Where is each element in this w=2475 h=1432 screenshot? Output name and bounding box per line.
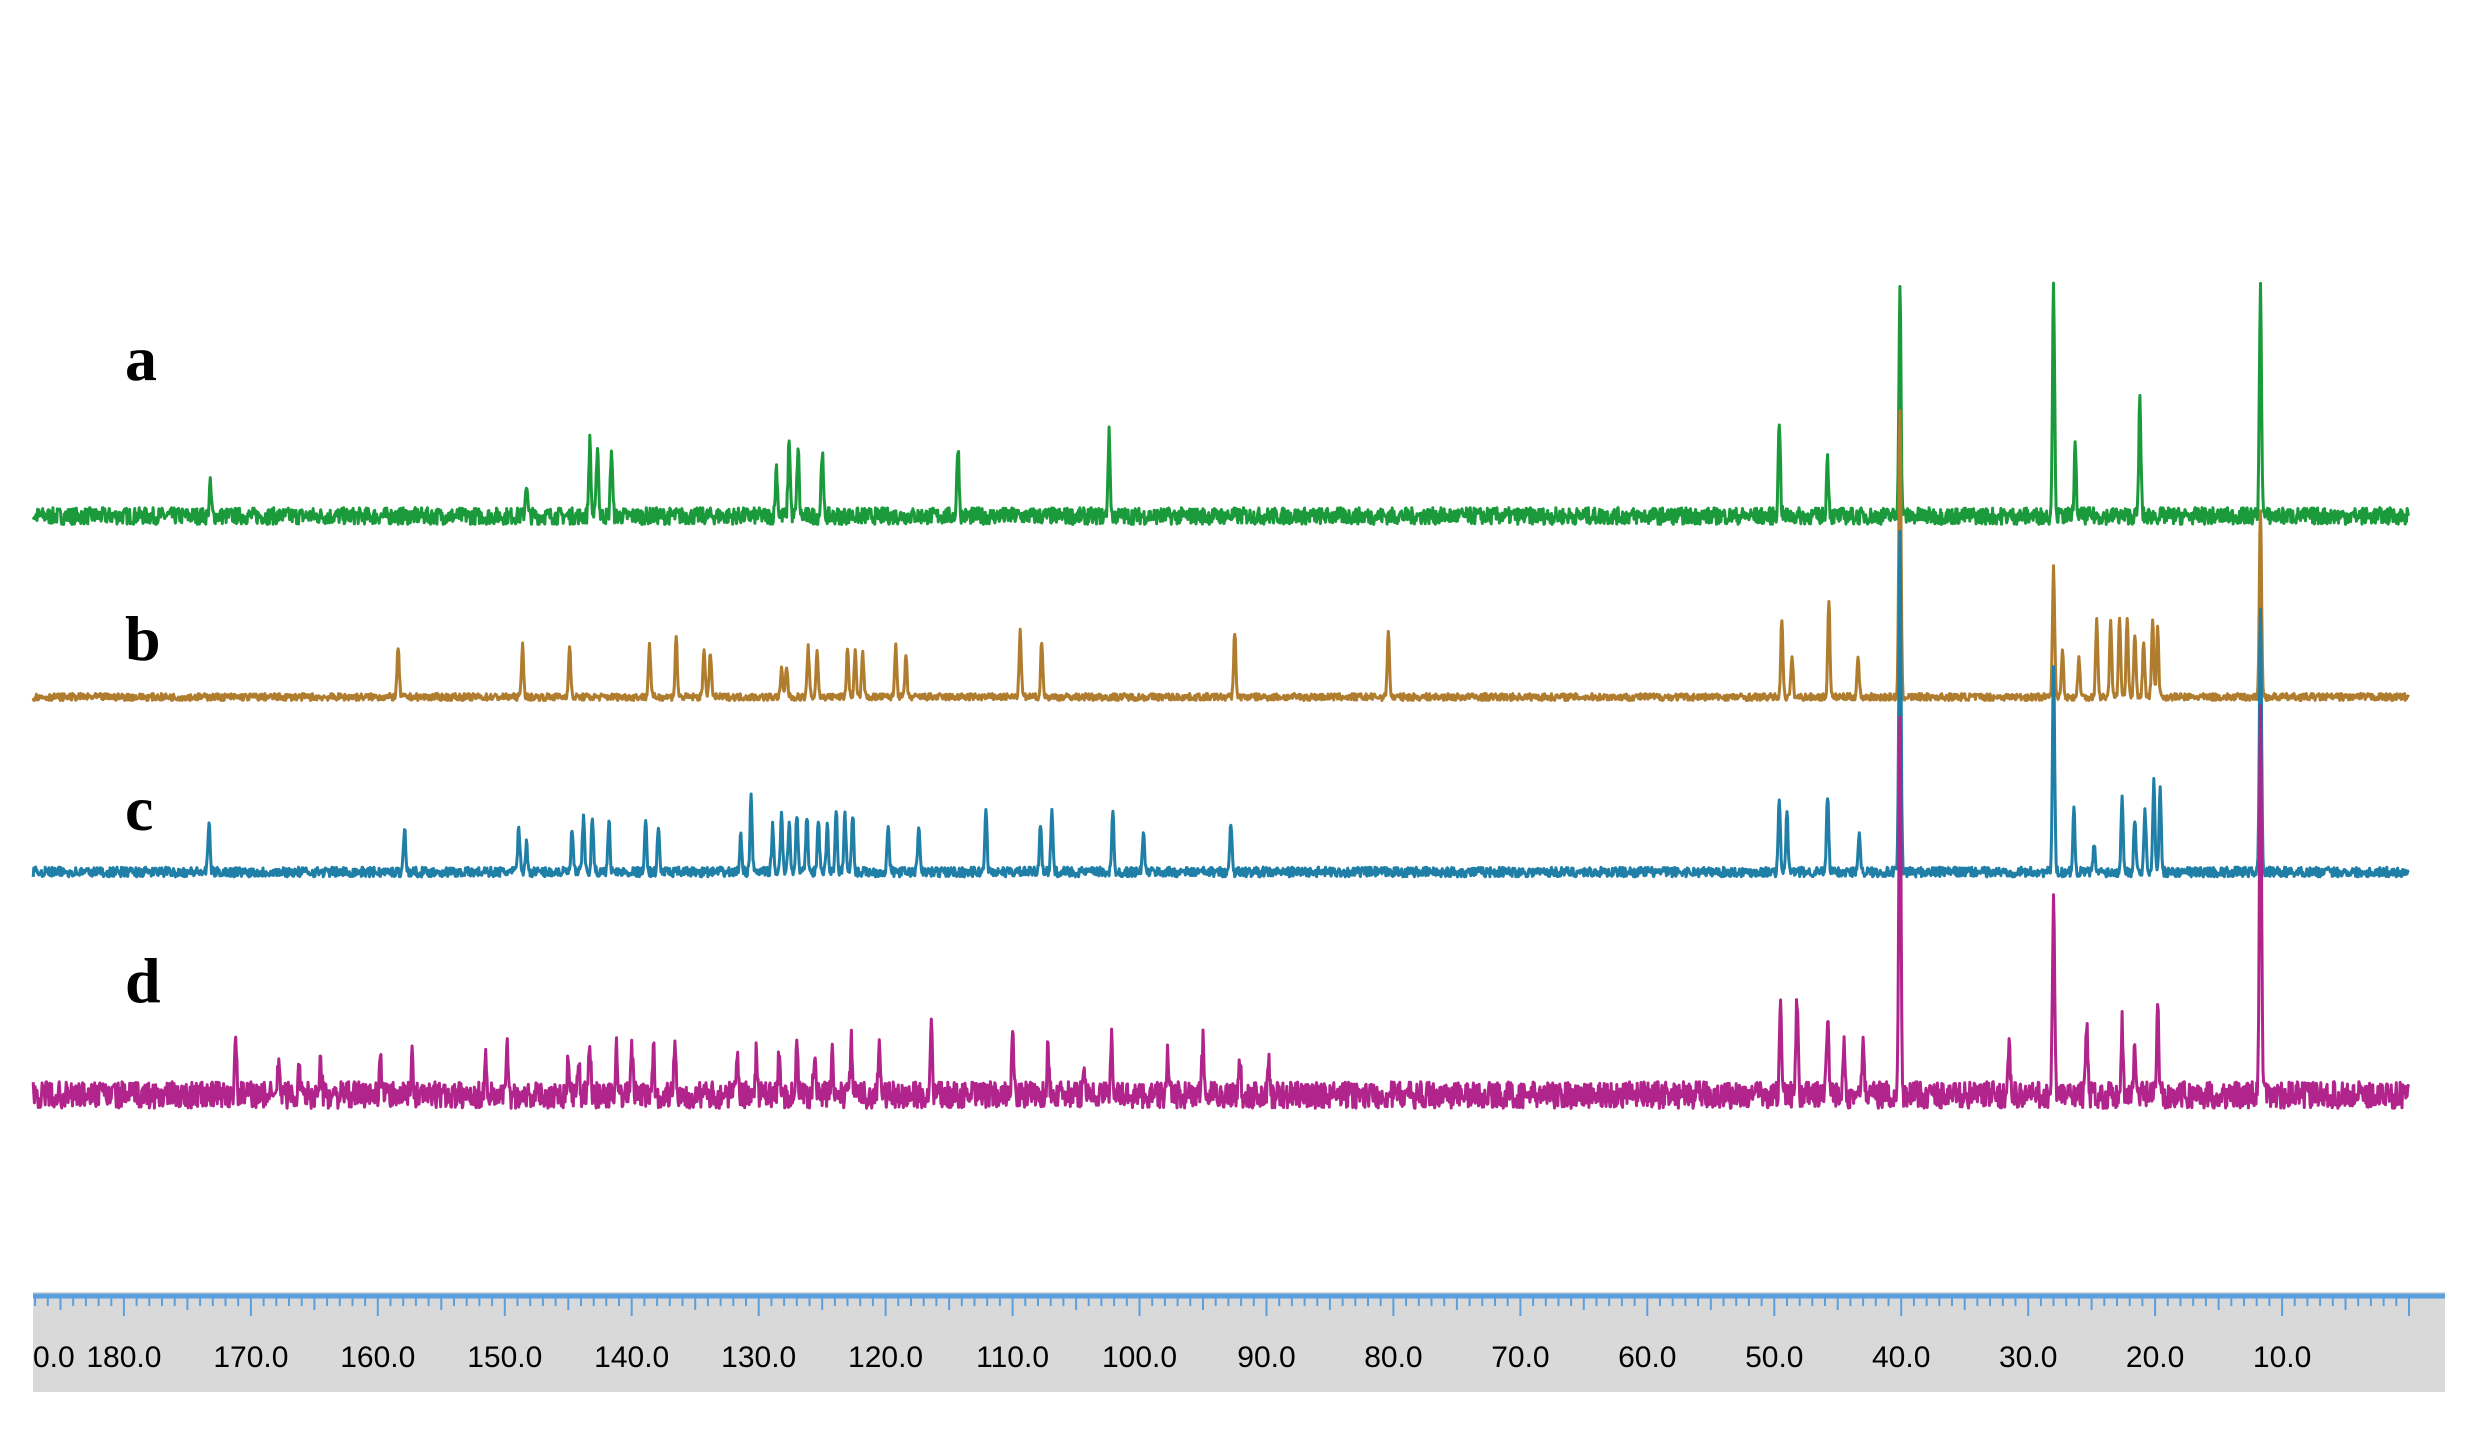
- axis-tick-label: 60.0: [1618, 1341, 1676, 1374]
- spectrum-a: a: [31, 281, 2410, 526]
- spectrum-c-label: c: [125, 773, 153, 844]
- axis-tick-label: 50.0: [1745, 1341, 1803, 1374]
- axis-tick-labels: 0.0 180.0 170.0 160.0 150.0 140.0 130.0 120.0 11…: [33, 1341, 2311, 1374]
- spectrum-a-label: a: [125, 323, 157, 394]
- axis-tick-label: 180.0: [86, 1341, 161, 1374]
- ppm-axis: 0.0 180.0 170.0 160.0 150.0 140.0 130.0 120.0 11…: [33, 1292, 2445, 1392]
- spectra-plot-area: a b c d: [31, 281, 2410, 1110]
- axis-tick-label: 130.0: [721, 1341, 796, 1374]
- spectrum-d: d: [31, 704, 2410, 1110]
- spectrum-c: c: [31, 529, 2410, 879]
- axis-ruler-bar: [33, 1292, 2445, 1392]
- axis-tick-label: 170.0: [213, 1341, 288, 1374]
- axis-tick-label: 110.0: [976, 1341, 1049, 1374]
- spectrum-b: b: [31, 409, 2410, 702]
- axis-tick-label: 10.0: [2253, 1341, 2311, 1374]
- spectrum-b-trace: [31, 409, 2410, 702]
- axis-tick-label: 70.0: [1491, 1341, 1549, 1374]
- axis-tick-label: 0.0: [33, 1341, 75, 1374]
- axis-tick-label: 160.0: [340, 1341, 415, 1374]
- spectrum-b-label: b: [125, 603, 161, 674]
- axis-tick-label: 90.0: [1237, 1341, 1295, 1374]
- axis-minor-ticks: [34, 1298, 2410, 1316]
- axis-tick-label: 140.0: [594, 1341, 669, 1374]
- spectrum-a-trace: [31, 281, 2410, 526]
- axis-tick-label: 30.0: [1999, 1341, 2057, 1374]
- axis-tick-label: 80.0: [1364, 1341, 1422, 1374]
- axis-tick-label: 40.0: [1872, 1341, 1930, 1374]
- axis-tick-label: 20.0: [2126, 1341, 2184, 1374]
- spectrum-d-trace: [31, 704, 2410, 1110]
- spectrum-d-label: d: [125, 945, 161, 1016]
- axis-tick-label: 120.0: [848, 1341, 923, 1374]
- axis-tick-label: 150.0: [467, 1341, 542, 1374]
- axis-tick-label: 100.0: [1102, 1341, 1177, 1374]
- spectrum-c-trace: [31, 529, 2410, 879]
